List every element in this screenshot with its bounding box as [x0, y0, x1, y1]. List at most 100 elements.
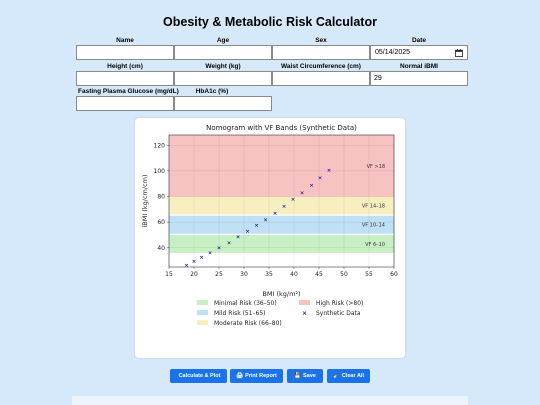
legend-swatch [197, 310, 208, 315]
data-point: × [236, 235, 241, 241]
printer-icon: 🖨 [236, 373, 244, 379]
date-field-group: Date 05/14/2025 [370, 37, 468, 60]
y-tick-label: 60 [157, 219, 165, 226]
hba1c-field-group: HbA1c (%) [174, 88, 272, 111]
data-point: × [282, 204, 287, 210]
normal-ibmi-field[interactable] [370, 71, 468, 86]
vf-band [169, 234, 394, 253]
name-field-group: Name [76, 37, 174, 60]
y-tick-label: 80 [157, 194, 165, 201]
vf-band-label: VF 14–18 [362, 203, 385, 209]
floppy-disk-icon: 💾 [294, 373, 301, 379]
vf-band [169, 135, 394, 197]
date-label: Date [411, 37, 427, 44]
form-row-2: Height (cm) Weight (kg) Waist Circumfere… [76, 63, 468, 86]
y-tick-label: 120 [154, 142, 166, 149]
vf-band [169, 196, 394, 215]
name-field[interactable] [76, 45, 174, 60]
y-tick-label: 40 [157, 245, 165, 252]
y-tick-label: 100 [154, 168, 166, 175]
data-point: × [217, 246, 222, 252]
data-point: × [254, 223, 259, 229]
legend-swatch [197, 300, 208, 305]
weight-field-group: Weight (kg) [174, 63, 272, 86]
vf-band [169, 215, 394, 234]
normal-ibmi-field-group: Normal iBMI [370, 63, 468, 86]
x-tick-label: 20 [190, 271, 198, 278]
save-label: Save [303, 373, 316, 379]
glucose-label: Fasting Plasma Glucose (mg/dL) [78, 88, 179, 95]
print-report-label: Print Report [245, 373, 277, 379]
data-point: × [192, 259, 197, 265]
x-tick-label: 35 [265, 271, 273, 278]
x-tick-label: 50 [340, 271, 348, 278]
data-point: × [263, 217, 268, 223]
legend-label: Minimal Risk (36–50) [214, 300, 277, 307]
legend-label: Synthetic Data [316, 310, 361, 317]
height-field-group: Height (cm) [76, 63, 174, 86]
normal-ibmi-label: Normal iBMI [400, 63, 438, 70]
x-axis-label: BMI (kg/m²) [262, 290, 300, 298]
name-label: Name [116, 37, 134, 44]
legend-marker: × [302, 310, 307, 317]
save-button[interactable]: 💾 Save [287, 369, 323, 383]
waist-label: Waist Circumference (cm) [281, 63, 361, 70]
legend-swatch [197, 320, 208, 325]
x-tick-label: 60 [390, 271, 398, 278]
weight-field[interactable] [174, 71, 272, 86]
print-report-button[interactable]: 🖨 Print Report [230, 369, 283, 383]
x-tick-label: 25 [215, 271, 223, 278]
waist-field-group: Waist Circumference (cm) [272, 63, 370, 86]
y-axis-label: iBMI (kg/cm/cm) [141, 174, 149, 227]
calculate-plot-button[interactable]: Calculate & Plot [170, 369, 227, 383]
date-value: 05/14/2025 [375, 49, 411, 56]
vf-band-label: VF 6–10 [365, 242, 385, 248]
data-point: × [309, 183, 314, 189]
broom-icon: 🧹 [333, 373, 340, 379]
x-tick-label: 40 [290, 271, 298, 278]
data-point: × [327, 168, 332, 174]
age-label: Age [216, 37, 230, 44]
sex-field-group: Sex [272, 37, 370, 60]
weight-label: Weight (kg) [205, 63, 241, 70]
hba1c-field[interactable] [174, 96, 272, 111]
legend-label: Moderate Risk (66–80) [214, 320, 282, 327]
page-title: Obesity & Metabolic Risk Calculator [163, 15, 377, 29]
waist-field[interactable] [272, 71, 370, 86]
data-point: × [245, 229, 250, 235]
x-tick-label: 15 [165, 271, 173, 278]
legend-label: High Risk (>80) [316, 300, 363, 307]
calendar-icon[interactable] [455, 48, 463, 57]
age-field-group: Age [174, 37, 272, 60]
age-field[interactable] [174, 45, 272, 60]
plot-frame [168, 134, 395, 268]
height-field[interactable] [76, 71, 174, 86]
vf-band-label: VF 10–14 [362, 223, 385, 229]
sex-label: Sex [315, 37, 327, 44]
legend-swatch [299, 300, 310, 305]
form-row-3: Fasting Plasma Glucose (mg/dL) HbA1c (%) [76, 88, 272, 111]
sex-field[interactable] [272, 45, 370, 60]
x-tick-label: 30 [240, 271, 248, 278]
x-tick-label: 45 [315, 271, 323, 278]
data-point: × [184, 263, 189, 269]
date-field[interactable]: 05/14/2025 [370, 45, 468, 60]
x-tick-label: 55 [365, 271, 373, 278]
results-panel [72, 396, 468, 405]
data-point: × [318, 176, 323, 182]
data-point: × [273, 211, 278, 217]
data-point: × [199, 255, 204, 261]
chart-title: Nomogram with VF Bands (Synthetic Data) [206, 124, 357, 132]
clear-all-button[interactable]: 🧹 Clear All [327, 369, 370, 383]
data-point: × [208, 251, 213, 257]
glucose-field-group: Fasting Plasma Glucose (mg/dL) [76, 88, 179, 111]
height-label: Height (cm) [107, 63, 143, 70]
calculate-plot-label: Calculate & Plot [178, 373, 221, 379]
form-row-1: Name Age Sex Date 05/14/2025 [76, 37, 468, 60]
clear-all-label: Clear All [341, 373, 364, 379]
glucose-field[interactable] [76, 96, 174, 111]
hba1c-label: HbA1c (%) [195, 88, 229, 95]
data-point: × [291, 197, 296, 203]
data-point: × [300, 190, 305, 196]
vf-band-label: VF >18 [367, 164, 385, 170]
